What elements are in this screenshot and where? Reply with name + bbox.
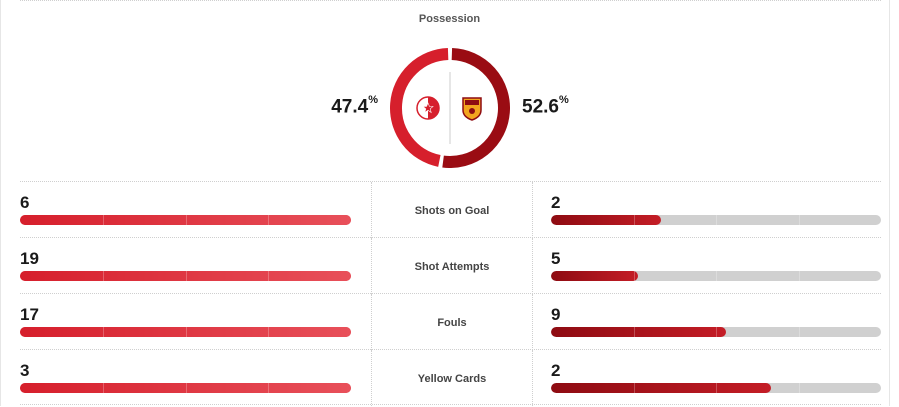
bar-segment-tick — [185, 271, 187, 281]
stat-label-cell: Yellow Cards — [371, 350, 533, 406]
home-stat-bar — [20, 327, 351, 337]
bar-segment-tick — [798, 383, 800, 393]
stat-row-shot-attempts: 19 Shot Attempts 5 — [20, 237, 881, 294]
away-possession-value: 52.6% — [522, 94, 569, 118]
stat-label: Shot Attempts — [414, 261, 490, 273]
divider — [20, 0, 881, 1]
bar-segment-tick — [102, 271, 104, 281]
stat-label-cell: Shots on Goal — [371, 182, 533, 238]
bar-segment-tick — [798, 327, 800, 337]
home-possession-arc — [390, 48, 449, 167]
divider — [20, 404, 881, 407]
bar-segment-tick — [185, 327, 187, 337]
home-stat-value: 19 — [20, 249, 39, 268]
bar-segment-tick — [716, 383, 717, 393]
stat-row-fouls: 17 Fouls 9 — [20, 293, 881, 350]
away-stat-bar — [551, 215, 881, 225]
home-stat-bar — [20, 383, 351, 393]
away-stat-value: 5 — [551, 249, 561, 268]
away-stat-fill — [551, 271, 638, 281]
bar-segment-tick — [268, 327, 270, 337]
bar-segment-tick — [798, 215, 800, 225]
stat-label-cell: Shot Attempts — [371, 238, 533, 294]
panel-right-border — [889, 0, 890, 406]
away-stat-fill — [551, 383, 772, 393]
bar-segment-tick — [798, 271, 800, 281]
bar-segment-tick — [102, 327, 104, 337]
bar-segment-tick — [716, 215, 717, 225]
bar-segment-tick — [633, 215, 635, 225]
home-stat-value: 17 — [20, 305, 39, 324]
home-stat-fill — [20, 383, 351, 393]
bar-segment-tick — [185, 215, 187, 225]
home-stat-bar — [20, 215, 351, 225]
stat-row-shots-on-goal: 6 Shots on Goal 2 — [20, 181, 881, 238]
bar-segment-tick — [102, 215, 104, 225]
away-stat-bar — [551, 327, 881, 337]
home-stat-value: 3 — [20, 361, 30, 380]
bar-segment-tick — [633, 271, 635, 281]
stat-label: Yellow Cards — [417, 373, 487, 385]
bar-segment-tick — [185, 383, 187, 393]
away-stat-value: 2 — [551, 193, 561, 212]
bar-segment-tick — [102, 383, 104, 393]
away-stat-fill — [551, 215, 661, 225]
bar-segment-tick — [633, 383, 635, 393]
stat-row-yellow-cards: 3 Yellow Cards 2 — [20, 349, 881, 406]
bar-segment-tick — [268, 383, 270, 393]
slavia-crest-icon — [416, 96, 440, 120]
roma-crest-icon — [462, 97, 482, 121]
away-stat-fill — [551, 327, 726, 337]
bar-segment-tick — [268, 215, 270, 225]
away-stat-bar — [551, 383, 881, 393]
stat-label: Fouls — [437, 317, 467, 329]
home-stat-bar — [20, 271, 351, 281]
stat-label: Shots on Goal — [414, 205, 490, 217]
possession-donut — [390, 48, 510, 168]
home-stat-fill — [20, 271, 351, 281]
home-stat-fill — [20, 327, 351, 337]
possession-title: Possession — [418, 13, 481, 25]
panel-left-border — [0, 0, 1, 406]
home-stat-value: 6 — [20, 193, 30, 212]
home-possession-value: 47.4% — [331, 94, 378, 118]
away-possession-arc — [442, 48, 510, 168]
away-stat-bar — [551, 271, 881, 281]
stat-label-cell: Fouls — [371, 294, 533, 350]
away-stat-value: 9 — [551, 305, 561, 324]
home-stat-fill — [20, 215, 351, 225]
bar-segment-tick — [268, 271, 270, 281]
away-stat-value: 2 — [551, 361, 561, 380]
bar-segment-tick — [716, 271, 717, 281]
bar-segment-tick — [633, 327, 635, 337]
bar-segment-tick — [716, 327, 717, 337]
